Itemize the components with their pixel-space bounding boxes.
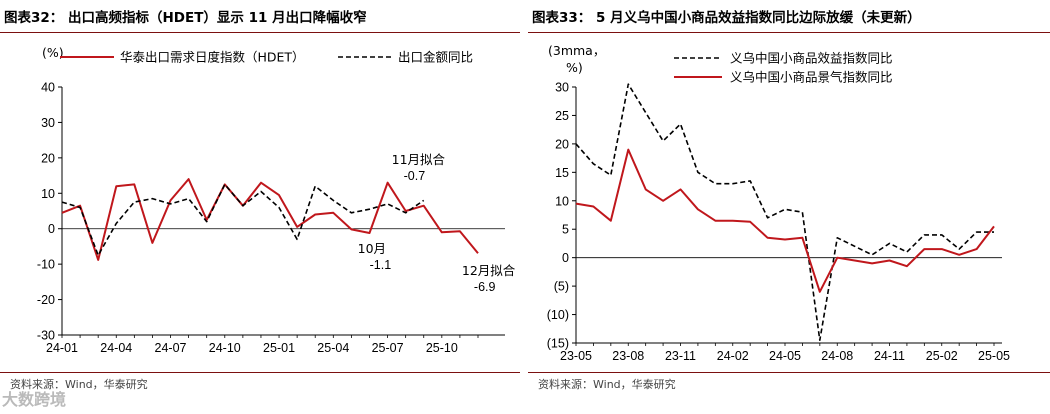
right-legend-label-1: 义乌中国小商品效益指数同比 — [730, 51, 893, 66]
right-x-tick-label: 25-05 — [978, 349, 1010, 363]
right-x-tick-label: 24-05 — [769, 349, 801, 363]
right-y-tick-label: 25 — [555, 109, 569, 123]
left-annotation-label: 12月拟合 — [462, 263, 516, 278]
right-y-tick-label: 0 — [562, 251, 569, 265]
right-x-tick-label: 24-11 — [874, 349, 905, 363]
right-x-tick-label: 24-08 — [821, 349, 853, 363]
right-y-axis-label-line: (3mma， — [548, 43, 605, 58]
left-annotation-label: 10月 — [358, 241, 386, 256]
right-source-note: 资料来源：Wind，华泰研究 — [538, 378, 676, 391]
left-x-tick-label: 24-07 — [155, 341, 187, 355]
left-legend-label-1: 华泰出口需求日度指数（HDET） — [120, 50, 305, 65]
left-legend-label-2: 出口金额同比 — [398, 50, 473, 65]
left-x-tick-label: 25-10 — [426, 341, 458, 355]
right-series-line-2 — [575, 148, 995, 293]
right-x-tick-label: 23-05 — [560, 349, 592, 363]
left-y-tick-label: 40 — [41, 81, 55, 95]
right-chart-panel: 图表33： 5 月义乌中国小商品效益指数同比边际放缓（未更新） (15) (10)… — [528, 0, 1050, 414]
left-chart-title: 图表32： 出口高频指标（HDET）显示 11 月出口降幅收窄 — [4, 10, 367, 26]
left-y-tick-label: -20 — [37, 293, 55, 307]
right-series-line-1 — [575, 83, 994, 341]
right-x-tick-label: 25-02 — [926, 349, 958, 363]
left-y-axis-label: (%) — [42, 45, 64, 60]
left-y-tick-label: 0 — [48, 222, 55, 236]
left-x-tick-label: 24-10 — [209, 341, 241, 355]
right-y-tick-label: 10 — [555, 194, 569, 208]
left-y-tick-label: 30 — [41, 116, 55, 130]
right-x-tick-label: 24-02 — [717, 349, 749, 363]
left-x-tick-label: 25-07 — [372, 341, 404, 355]
left-annotation-value: -0.7 — [404, 169, 426, 183]
left-source-rule — [0, 372, 520, 373]
left-x-tick-label: 24-01 — [46, 341, 78, 355]
right-chart-svg: (15) (10) (5) 0 5 10 15 20 25 30 23-05 23-08 23-11 24… — [547, 43, 1010, 363]
left-chart-panel: 图表32： 出口高频指标（HDET）显示 11 月出口降幅收窄 -30 -20 -1… — [0, 0, 520, 414]
right-chart-title: 图表33： 5 月义乌中国小商品效益指数同比边际放缓（未更新） — [532, 10, 921, 26]
right-y-tick-label: 15 — [555, 166, 569, 180]
left-series-line-2 — [61, 183, 425, 257]
left-y-tick-label: -30 — [37, 329, 55, 343]
right-y-tick-label: 5 — [562, 223, 569, 237]
right-x-tick-label: 23-08 — [612, 349, 644, 363]
left-y-tick-label: 20 — [41, 151, 55, 165]
right-y-axis-label: (3mma，%) — [548, 43, 605, 75]
left-annotation-value: -1.1 — [370, 258, 392, 272]
watermark-logo: 大数跨境 — [2, 390, 67, 409]
right-source-rule — [528, 372, 1050, 373]
right-y-tick-label: 20 — [555, 137, 569, 151]
left-title-rule — [0, 32, 520, 33]
left-x-tick-label: 24-04 — [100, 341, 132, 355]
left-source-note: 资料来源：Wind，华泰研究 — [10, 378, 148, 391]
right-y-tick-label: (5) — [554, 280, 569, 294]
left-y-tick-label: 10 — [41, 187, 55, 201]
left-x-tick-label: 25-04 — [317, 341, 349, 355]
left-series-line-1 — [61, 178, 479, 261]
right-y-tick-label: 30 — [555, 81, 569, 95]
left-y-tick-label: -10 — [37, 258, 55, 272]
left-annotation-value: -6.9 — [474, 280, 496, 294]
right-y-tick-label: (15) — [547, 337, 569, 351]
right-x-tick-label: 23-11 — [665, 349, 696, 363]
right-y-tick-label: (10) — [547, 308, 569, 322]
left-chart-svg: -30 -20 -10 0 10 20 30 40 24-01 24-04 24-07 24-10 25… — [37, 45, 516, 355]
left-x-tick-label: 25-01 — [263, 341, 295, 355]
left-annotation-label: 11月拟合 — [392, 152, 446, 167]
right-title-rule — [528, 32, 1050, 33]
right-y-axis-label-line: %) — [566, 60, 583, 75]
right-legend-label-2: 义乌中国小商品景气指数同比 — [730, 70, 893, 85]
